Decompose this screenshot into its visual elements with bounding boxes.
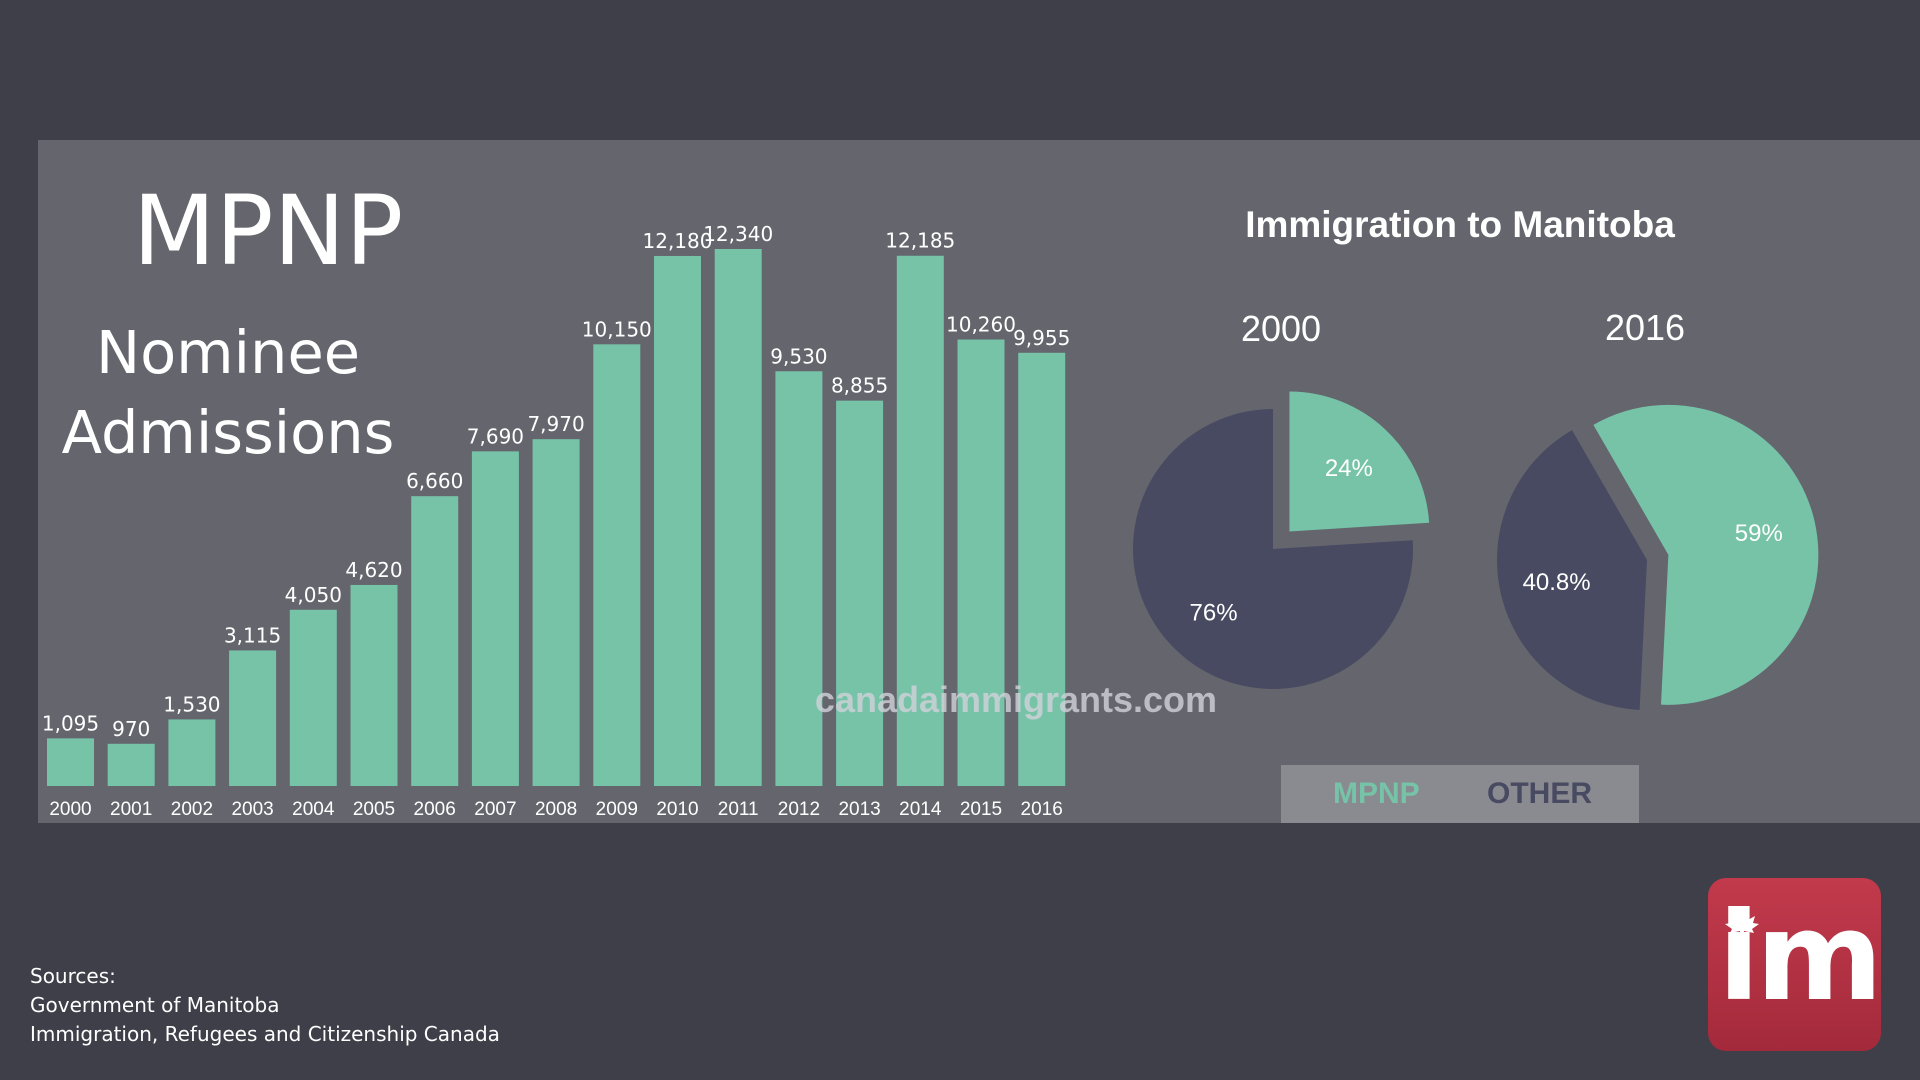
page-title: MPNP — [132, 175, 404, 287]
x-tick-label: 2006 — [414, 799, 456, 820]
pie-legend: MPNP OTHER — [1281, 765, 1639, 823]
pie-slice-label: 40.8% — [1523, 569, 1591, 596]
bar-value-label: 4,050 — [285, 583, 342, 607]
source-line: Government of Manitoba — [30, 993, 280, 1017]
pie-slice-mpnp — [1289, 391, 1430, 532]
x-tick-label: 2000 — [49, 799, 91, 820]
bar-value-label: 12,180 — [643, 229, 713, 253]
pie-slice-label: 24% — [1325, 455, 1373, 482]
x-tick-label: 2010 — [656, 799, 698, 820]
bar-2002 — [168, 719, 216, 786]
bar-value-label: 7,970 — [527, 412, 584, 436]
x-tick-label: 2012 — [778, 799, 820, 820]
x-tick-label: 2004 — [292, 799, 335, 820]
legend-item-other: OTHER — [1487, 777, 1592, 810]
bar-value-label: 1,530 — [163, 692, 220, 716]
bar-chart: 1,095 2000 970 2001 1,530 2002 3,115 2003 4,050 2… — [42, 222, 1070, 820]
x-tick-label: 2003 — [231, 799, 273, 820]
logo: im — [1708, 878, 1881, 1051]
bar-2004 — [289, 609, 337, 786]
bar-2009 — [593, 344, 641, 786]
maple-leaf-icon — [1725, 906, 1759, 940]
x-tick-label: 2007 — [474, 799, 516, 820]
bar-value-label: 9,955 — [1013, 326, 1070, 350]
bar-2001 — [107, 743, 155, 786]
x-tick-label: 2015 — [960, 799, 1002, 820]
pie-chart-title: Immigration to Manitoba — [1245, 204, 1675, 245]
bar-value-label: 9,530 — [770, 344, 827, 368]
x-tick-label: 2014 — [899, 799, 942, 820]
bar-2008 — [532, 439, 580, 786]
x-tick-label: 2016 — [1021, 799, 1063, 820]
bar-2015 — [957, 339, 1005, 786]
bar-value-label: 1,095 — [42, 711, 99, 735]
sources-label: Sources: — [30, 964, 116, 988]
bar-value-label: 7,690 — [467, 424, 524, 448]
sources: Sources: Government of Manitoba Immigrat… — [30, 962, 500, 1049]
x-tick-label: 2001 — [110, 799, 152, 820]
bar-value-label: 4,620 — [345, 558, 402, 582]
x-tick-label: 2008 — [535, 799, 577, 820]
chart-panel: MPNP Nominee Admissions 1,095 2000 970 2001… — [38, 140, 1920, 823]
bar-2005 — [350, 584, 398, 786]
source-line: Immigration, Refugees and Citizenship Ca… — [30, 1022, 500, 1046]
pie-slice-other — [1497, 430, 1647, 710]
bar-value-label: 12,185 — [885, 229, 955, 253]
pie-charts: Immigration to Manitoba 2000 24% 76% 2016 59%… — [815, 204, 1819, 720]
bar-2006 — [411, 496, 459, 786]
bar-2003 — [229, 650, 277, 786]
bar-value-label: 10,260 — [946, 313, 1016, 337]
pie-slice-mpnp — [1593, 404, 1819, 705]
pie-year-label: 2016 — [1605, 307, 1685, 348]
bar-value-label: 10,150 — [582, 317, 652, 341]
watermark: canadaimmigrants.com — [815, 679, 1217, 720]
bar-value-label: 970 — [112, 717, 150, 741]
legend-item-mpnp: MPNP — [1333, 777, 1420, 810]
bar-2007 — [471, 451, 519, 786]
x-tick-label: 2009 — [596, 799, 638, 820]
bar-2013 — [836, 400, 884, 786]
pie-year-label: 2000 — [1241, 308, 1321, 349]
subtitle-line-1: Nominee — [95, 318, 361, 387]
bar-2012 — [775, 371, 823, 786]
bar-value-label: 12,340 — [703, 222, 773, 246]
pie-slice-other — [1133, 409, 1413, 689]
bar-2016 — [1018, 352, 1066, 786]
bar-value-label: 8,855 — [831, 374, 888, 398]
bar-2014 — [896, 255, 944, 787]
bar-2000 — [47, 738, 94, 786]
x-tick-label: 2013 — [838, 799, 880, 820]
x-tick-label: 2011 — [718, 799, 759, 820]
bar-2011 — [714, 249, 762, 786]
bar-value-label: 6,660 — [406, 469, 463, 493]
bar-value-label: 3,115 — [224, 623, 281, 647]
pie-slice-label: 59% — [1735, 520, 1783, 547]
bar-2010 — [654, 255, 701, 787]
pie-slice-label: 76% — [1190, 599, 1238, 626]
x-tick-label: 2005 — [353, 799, 395, 820]
subtitle-line-2: Admissions — [61, 398, 395, 467]
x-tick-label: 2002 — [171, 799, 213, 820]
